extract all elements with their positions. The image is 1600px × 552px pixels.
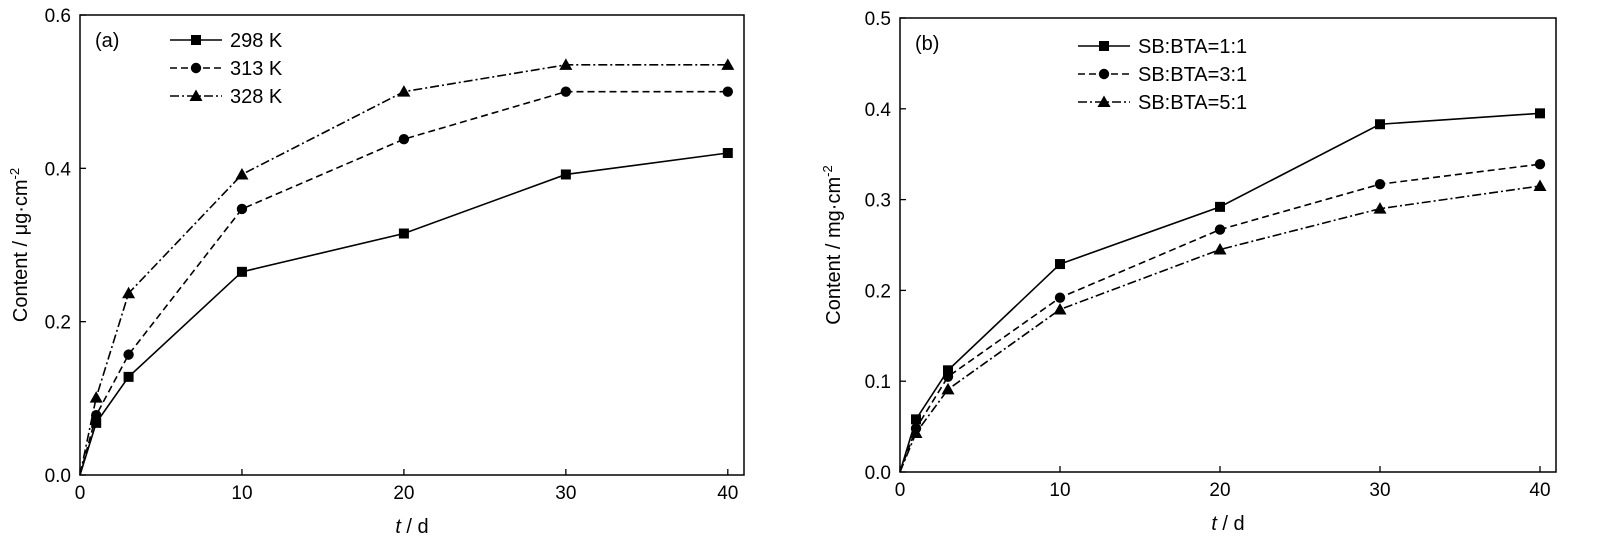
legend-marker [1098, 68, 1110, 80]
legend-marker [1097, 95, 1111, 107]
plot-frame [899, 17, 1557, 473]
data-point [560, 169, 571, 180]
data-point [123, 371, 134, 382]
y-tick-label: 0.4 [865, 100, 892, 121]
data-point [943, 365, 953, 376]
legend-item: 298 K [170, 30, 283, 52]
x-tick-label: 40 [717, 483, 738, 504]
legend-label: 313 K [230, 58, 283, 80]
legend-label: 298 K [230, 30, 283, 52]
data-point [91, 417, 102, 428]
data-point [559, 58, 573, 70]
x-axis-label: t / d [395, 516, 428, 538]
legend-label: SB:BTA=1:1 [1138, 36, 1247, 58]
series-line [79, 90, 728, 476]
x-tick-label: 40 [1529, 480, 1550, 501]
data-point [397, 85, 411, 97]
data-point [942, 371, 954, 382]
plot-frame [79, 14, 745, 476]
data-point [236, 266, 247, 277]
y-tick-label: 0.6 [45, 6, 71, 27]
x-tick-label: 30 [555, 483, 576, 504]
series-1 [79, 148, 733, 476]
data-point [1533, 179, 1547, 191]
series-2 [79, 86, 734, 476]
panel-label: (b) [915, 33, 939, 55]
y-axis-label: Content / μg·cm-2 [7, 168, 32, 322]
y-tick-label: 0.4 [45, 159, 72, 180]
y-tick-label: 0.2 [45, 313, 71, 334]
legend-marker [189, 89, 203, 101]
data-point [123, 349, 134, 360]
data-point [236, 203, 248, 215]
data-point [235, 167, 249, 180]
y-tick-label: 0.1 [865, 372, 891, 393]
panel-label: (a) [95, 30, 119, 52]
data-point [941, 382, 955, 395]
data-point [1215, 201, 1225, 212]
data-point [1214, 224, 1226, 235]
series-line [899, 112, 1541, 473]
data-point [1053, 302, 1067, 315]
legend-label: 328 K [230, 86, 283, 108]
chart-panel-a: 0 10 20 30 40 0.0 0.2 0.4 0.6 t / d Content / μg·c… [7, 6, 745, 538]
data-point [911, 414, 921, 425]
x-tick-label: 10 [1049, 480, 1070, 501]
y-tick-label: 0.2 [865, 281, 891, 302]
x-tick-label: 0 [75, 483, 86, 504]
data-point [721, 58, 735, 70]
data-point [1213, 243, 1227, 255]
data-point [560, 86, 572, 97]
legend-label: SB:BTA=3:1 [1138, 64, 1247, 86]
data-point [1534, 158, 1546, 170]
x-tick-label: 30 [1369, 480, 1390, 501]
data-point [722, 148, 733, 158]
x-tick-label: 10 [231, 483, 252, 504]
legend-item: SB:BTA=3:1 [1078, 64, 1247, 86]
data-point [398, 228, 409, 239]
data-point [1375, 119, 1385, 130]
y-tick-label: 0.0 [45, 466, 71, 487]
legend-marker [190, 62, 202, 74]
y-tick-label: 0.0 [865, 463, 891, 484]
legend-label: SB:BTA=5:1 [1138, 92, 1247, 114]
series-line [79, 152, 728, 476]
series-line [79, 64, 728, 476]
data-point [1374, 178, 1386, 190]
x-axis-label: t / d [1211, 513, 1244, 535]
legend-item: SB:BTA=1:1 [1078, 36, 1247, 58]
y-tick-label: 0.5 [865, 9, 891, 30]
data-point [89, 391, 103, 403]
data-point [122, 286, 136, 299]
x-tick-label: 0 [895, 480, 906, 501]
x-tick-label: 20 [393, 483, 414, 504]
legend-marker [1099, 41, 1109, 51]
data-point [398, 134, 410, 145]
x-tick-label: 20 [1209, 480, 1230, 501]
legend-item: 328 K [170, 86, 283, 108]
legend-item: 313 K [170, 58, 283, 80]
y-axis-label: Content / mg·cm-2 [820, 165, 845, 324]
series-3 [79, 58, 735, 476]
data-point [1373, 202, 1387, 214]
series-3 [899, 179, 1547, 473]
data-point [722, 86, 734, 97]
data-point [1535, 108, 1545, 119]
series-1 [899, 108, 1545, 473]
data-point [909, 426, 923, 438]
legend-marker [191, 35, 201, 45]
chart-panel-b: 0 10 20 30 40 0.0 0.1 0.2 0.3 0.4 0.5 t / d Content … [820, 9, 1557, 535]
data-point [1055, 259, 1065, 270]
data-point [1054, 292, 1066, 303]
y-tick-label: 0.3 [865, 191, 891, 212]
legend-item: SB:BTA=5:1 [1078, 92, 1247, 114]
